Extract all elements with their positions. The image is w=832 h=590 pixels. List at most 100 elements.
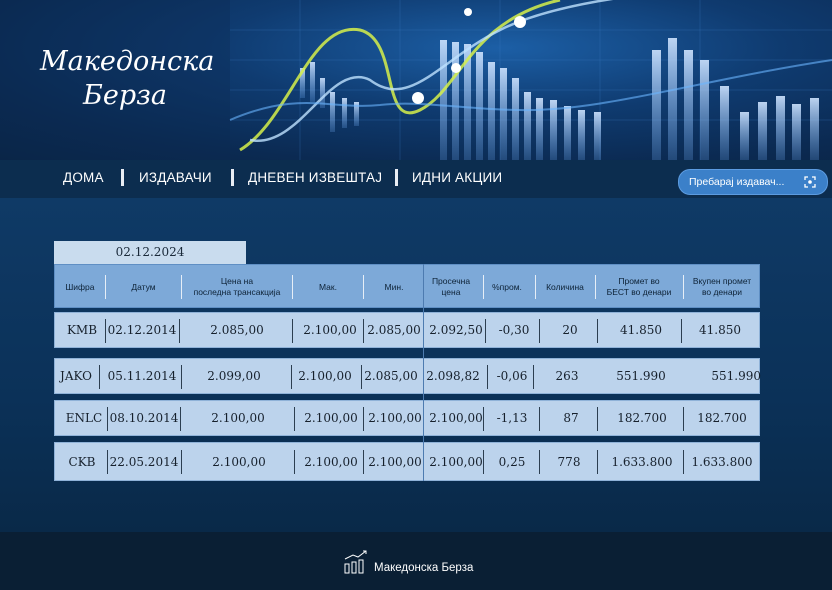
row-separator: [485, 319, 486, 343]
cell-change: -0,06: [496, 369, 528, 383]
row-separator: [487, 365, 488, 389]
focus-search-icon[interactable]: [804, 176, 816, 188]
nav-separator: [395, 169, 398, 186]
nav-separator: [231, 169, 234, 186]
row-separator: [681, 319, 682, 343]
cell-last-price: 2.099,00: [207, 369, 261, 383]
cell-min: 2.085,00: [364, 369, 418, 383]
cell-avg-price: 2.092,50: [429, 323, 483, 337]
header-separator: [595, 275, 596, 299]
cell-code[interactable]: JAKO: [60, 369, 92, 383]
search-input[interactable]: [689, 174, 799, 190]
cell-avg-price: 2.098,82: [426, 369, 480, 383]
cell-total-turnover: 41.850: [699, 323, 741, 337]
col-header-total-turnover: Вкупен промет во денари: [692, 276, 752, 297]
site-logo-text[interactable]: Македонска Берза: [40, 45, 215, 113]
hero-banner: Македонска Берза: [0, 0, 832, 160]
row-separator: [483, 407, 484, 431]
cell-quantity: 87: [563, 411, 579, 425]
col-header-last-price: Цена на последна трансакција: [193, 276, 281, 297]
cell-max: 2.100,00: [303, 323, 357, 337]
cell-change: -0,30: [498, 323, 530, 337]
col-header-best-turnover: Промет во БЕСТ во денари: [606, 276, 672, 297]
cell-min: 2.100,00: [368, 411, 422, 425]
cell-date: 02.12.2014: [107, 323, 177, 337]
row-separator: [291, 365, 292, 389]
row-separator: [597, 407, 598, 431]
nav-item-issuers[interactable]: ИЗДАВАЧИ: [139, 170, 212, 185]
table-column-divider: [423, 264, 424, 481]
cell-max: 2.100,00: [298, 369, 352, 383]
row-separator: [597, 450, 598, 474]
row-separator: [683, 450, 684, 474]
row-separator: [99, 365, 100, 389]
row-separator: [361, 365, 362, 389]
row-separator: [294, 407, 295, 431]
row-separator: [683, 407, 684, 431]
cell-quantity: 778: [557, 455, 581, 469]
row-separator: [107, 407, 108, 431]
cell-best-turnover: 41.850: [620, 323, 662, 337]
selected-date-tab[interactable]: 02.12.2024: [54, 241, 246, 264]
row-separator: [483, 450, 484, 474]
nav-item-future-shares[interactable]: ИДНИ АКЦИИ: [412, 170, 503, 185]
table-row[interactable]: KMB 02.12.2014 2.085,00 2.100,00 2.085,0…: [54, 312, 760, 348]
table-row[interactable]: ENLC 08.10.2014 2.100,00 2.100,00 2.100,…: [54, 400, 760, 436]
search-bar[interactable]: [678, 169, 828, 195]
row-separator: [363, 407, 364, 431]
row-separator: [539, 450, 540, 474]
row-separator: [180, 407, 181, 431]
footer: [0, 532, 832, 590]
col-header-max: Мак.: [319, 281, 337, 292]
header-separator: [105, 275, 106, 299]
header-separator: [292, 275, 293, 299]
cell-quantity: 263: [555, 369, 579, 383]
row-separator: [105, 319, 106, 343]
table-row[interactable]: JAKO 05.11.2014 2.099,00 2.100,00 2.085,…: [54, 358, 761, 394]
row-separator: [107, 450, 108, 474]
cell-total-turnover: 182.700: [697, 411, 747, 425]
cell-total-turnover: 551.990: [711, 369, 761, 383]
cell-code[interactable]: ENLC: [65, 411, 103, 425]
cell-total-turnover: 1.633.800: [691, 455, 753, 469]
row-separator: [292, 319, 293, 343]
row-separator: [181, 450, 182, 474]
table-header: Шифра Датум Цена на последна трансакција…: [54, 264, 760, 308]
cell-avg-price: 2.100,00: [429, 411, 483, 425]
row-separator: [181, 365, 182, 389]
cell-code[interactable]: KMB: [66, 323, 98, 337]
cell-max: 2.100,00: [304, 411, 358, 425]
header-separator: [363, 275, 364, 299]
row-separator: [539, 319, 540, 343]
cell-last-price: 2.085,00: [210, 323, 264, 337]
brand-line-2: Берза: [83, 80, 167, 111]
header-separator: [683, 275, 684, 299]
row-separator: [539, 407, 540, 431]
cell-min: 2.100,00: [368, 455, 422, 469]
nav-item-daily-report[interactable]: ДНЕВЕН ИЗВЕШТАЈ: [248, 170, 383, 185]
cell-code[interactable]: CKB: [68, 455, 96, 469]
col-header-quantity: Количина: [546, 281, 584, 292]
cell-best-turnover: 1.633.800: [611, 455, 673, 469]
cell-date: 22.05.2014: [109, 455, 179, 469]
cell-last-price: 2.100,00: [211, 411, 265, 425]
brand-line-1: Македонска: [40, 46, 215, 77]
chart-logo-icon: [344, 550, 367, 574]
stock-chart-background: [0, 0, 832, 160]
col-header-code: Шифра: [65, 281, 95, 292]
col-header-avg-price: Просечна цена: [431, 276, 471, 297]
cell-best-turnover: 551.990: [616, 369, 666, 383]
cell-date: 05.11.2014: [107, 369, 177, 383]
nav-item-home[interactable]: ДОМА: [63, 170, 104, 185]
cell-quantity: 20: [562, 323, 578, 337]
cell-last-price: 2.100,00: [212, 455, 266, 469]
cell-change: 0,25: [498, 455, 526, 469]
header-separator: [181, 275, 182, 299]
cell-change: -1,13: [496, 411, 528, 425]
cell-best-turnover: 182.700: [617, 411, 667, 425]
cell-min: 2.085,00: [367, 323, 421, 337]
row-separator: [597, 319, 598, 343]
col-header-min: Мин.: [384, 281, 404, 292]
col-header-change: %пром.: [492, 281, 522, 292]
table-row[interactable]: CKB 22.05.2014 2.100,00 2.100,00 2.100,0…: [54, 442, 760, 481]
